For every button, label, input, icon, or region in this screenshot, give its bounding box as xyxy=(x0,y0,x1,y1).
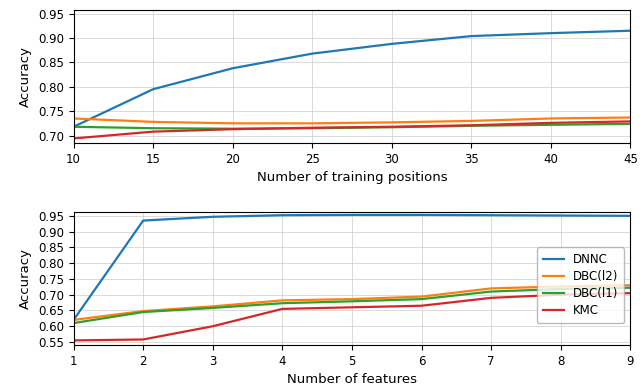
X-axis label: Number of features: Number of features xyxy=(287,374,417,386)
Y-axis label: Accuracy: Accuracy xyxy=(19,46,33,107)
Legend: DNNC, DBC(l2), DBC(l1), KMC: DNNC, DBC(l2), DBC(l1), KMC xyxy=(536,247,625,323)
X-axis label: Number of training positions: Number of training positions xyxy=(257,171,447,184)
Y-axis label: Accuracy: Accuracy xyxy=(19,248,33,309)
